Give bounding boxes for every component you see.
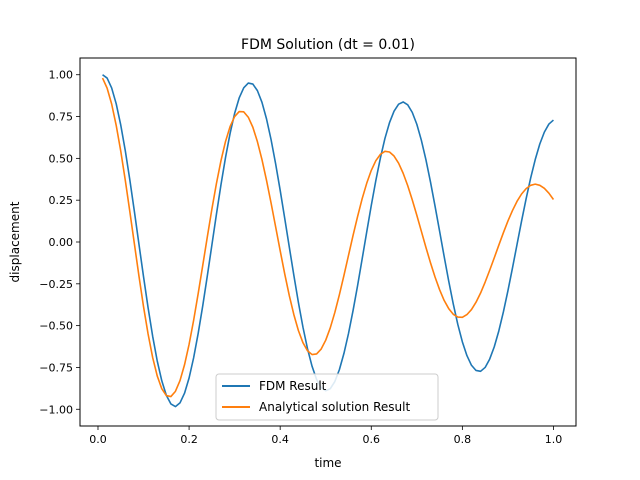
x-tick-label: 0.2	[180, 433, 198, 446]
y-tick-label: 0.00	[49, 236, 74, 249]
x-tick-label: 0.8	[454, 433, 472, 446]
y-tick-label: 1.00	[49, 69, 74, 82]
y-axis-label: displacement	[8, 201, 22, 282]
y-tick-label: 0.50	[49, 152, 74, 165]
x-tick-label: 1.0	[545, 433, 563, 446]
legend: FDM Result Analytical solution Result	[215, 373, 439, 421]
x-axis-label: time	[314, 456, 341, 470]
legend-label-fdm: FDM Result	[259, 379, 327, 393]
chart-title: FDM Solution (dt = 0.01)	[241, 37, 415, 53]
y-tick-label: 0.75	[49, 111, 74, 124]
x-tick-label: 0.4	[271, 433, 289, 446]
x-ticks: 0.0 0.2 0.4 0.6 0.8 1.0	[89, 426, 562, 446]
y-tick-label: −0.75	[39, 361, 73, 374]
y-tick-label: −0.25	[39, 278, 73, 291]
y-ticks: 1.00 0.75 0.50 0.25 0.00 −0.25 −0.50 −0.75 −1.00	[39, 69, 80, 416]
series-line-analytical	[101, 77, 555, 398]
y-tick-label: 0.25	[49, 194, 74, 207]
y-tick-label: −0.50	[39, 320, 73, 333]
x-tick-label: 0.6	[363, 433, 381, 446]
y-tick-label: −1.00	[39, 403, 73, 416]
legend-box	[215, 373, 439, 421]
plot-area: 0.0 0.2 0.4 0.6 0.8 1.0 1.00 0.75 0.50 0.25 0.00 −…	[39, 57, 577, 446]
legend-label-analytical: Analytical solution Result	[259, 400, 410, 414]
x-tick-label: 0.0	[89, 433, 107, 446]
